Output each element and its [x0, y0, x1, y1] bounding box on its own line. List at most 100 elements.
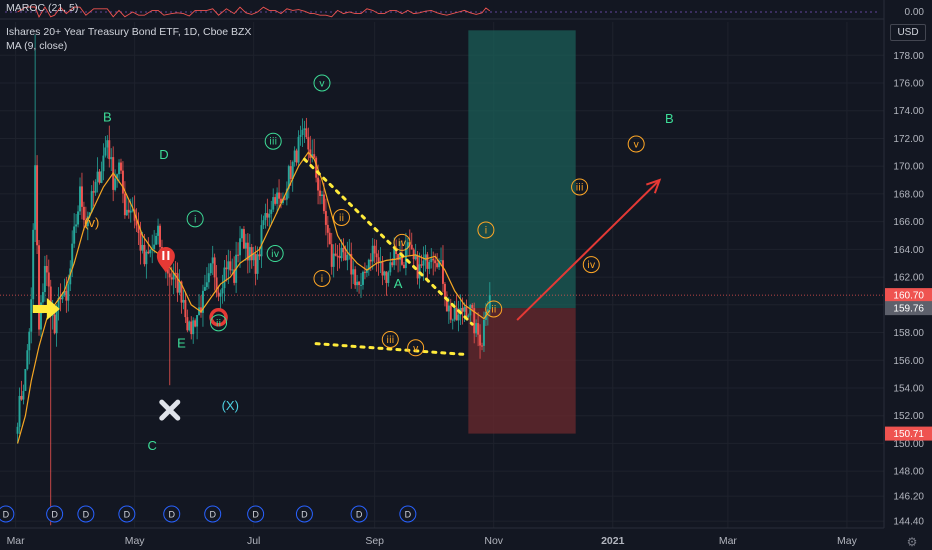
candle-body	[30, 299, 33, 332]
candle	[350, 242, 353, 289]
candle-body	[389, 262, 392, 273]
candle	[174, 261, 177, 288]
candle	[98, 168, 101, 185]
candle	[215, 265, 218, 298]
dividend-marker[interactable]	[0, 505, 15, 523]
candle-body	[170, 277, 173, 280]
indicator-tick-label: 0.00	[905, 7, 925, 18]
candle-body	[309, 149, 312, 158]
candle-body	[88, 212, 91, 217]
map-pin-icon[interactable]	[156, 247, 175, 274]
arrow-right-icon[interactable]	[32, 297, 60, 320]
candle	[475, 319, 478, 338]
candle-body	[176, 273, 179, 293]
candle-body	[77, 211, 80, 225]
price-axis[interactable]: 144.40 146.20 148.00 150.00 152.00 154.00 156.…	[883, 0, 932, 550]
candle	[28, 328, 31, 365]
candle-body	[227, 261, 230, 270]
wave-label-circle	[264, 132, 282, 150]
ring-icon[interactable]	[209, 308, 228, 327]
candle-body	[326, 224, 329, 233]
settings-icon[interactable]: ⚙	[907, 535, 918, 549]
candle-body	[75, 224, 78, 227]
projection-arrow-line[interactable]	[516, 179, 661, 321]
dividend-marker[interactable]	[350, 505, 368, 523]
candle-body	[26, 350, 29, 370]
candle-body	[375, 253, 378, 258]
profit-target-zone[interactable]	[468, 30, 576, 309]
candle	[149, 248, 152, 258]
dividend-marker[interactable]	[118, 505, 136, 523]
candle	[410, 232, 413, 250]
wave-label-circle	[477, 221, 495, 239]
candle	[313, 139, 316, 159]
candle	[225, 255, 228, 282]
candle-body	[43, 266, 46, 293]
candle	[293, 146, 296, 167]
drawings[interactable]	[32, 157, 662, 421]
projection-arrow-head[interactable]	[646, 178, 662, 194]
candle-body	[363, 271, 366, 273]
dividend-marker[interactable]	[46, 505, 64, 523]
wave-label: iv	[398, 238, 407, 249]
candle	[338, 243, 341, 269]
candle	[190, 316, 193, 340]
time-tick-label: 2021	[601, 535, 625, 547]
candle-body	[440, 260, 442, 262]
candle	[77, 205, 80, 228]
dividend-marker[interactable]	[295, 505, 313, 523]
candle	[387, 270, 390, 287]
candle	[270, 200, 273, 224]
candle-body	[469, 304, 472, 316]
candle	[324, 198, 327, 236]
candle-body	[453, 307, 456, 320]
wave-label-circle	[266, 245, 284, 263]
candle	[365, 265, 368, 278]
time-tick-label: May	[837, 535, 858, 547]
symbol-legend[interactable]: Ishares 20+ Year Treasury Bond ETF, 1D, …	[6, 26, 252, 38]
candle	[155, 232, 158, 246]
candle	[241, 228, 243, 242]
candle	[301, 118, 304, 148]
candle-body	[486, 309, 489, 313]
cross-icon[interactable]	[159, 399, 181, 421]
candle-body	[418, 264, 421, 279]
candle	[379, 247, 382, 273]
trendline[interactable]	[302, 157, 474, 326]
candle-body	[262, 220, 265, 226]
candle-body	[313, 154, 316, 158]
candle-body	[307, 137, 310, 150]
candle-body	[211, 257, 214, 264]
dividend-marker[interactable]	[247, 505, 265, 523]
trendline[interactable]	[314, 342, 470, 357]
dividend-marker[interactable]	[77, 505, 95, 523]
dividend-marker-label: D	[3, 510, 10, 520]
dividend-marker[interactable]	[204, 505, 222, 523]
candle	[102, 143, 105, 181]
candle	[219, 289, 222, 310]
wave-label-circle	[186, 210, 204, 228]
candle-body	[55, 309, 58, 334]
currency-badge[interactable]: USD	[890, 24, 926, 41]
dividend-marker[interactable]	[399, 505, 417, 523]
indicator-legend[interactable]: MAROC (21, 5)	[6, 2, 79, 14]
candle-body	[276, 192, 279, 204]
wave-label-circle	[485, 300, 503, 318]
dividend-marker[interactable]	[163, 505, 181, 523]
stop-loss-zone[interactable]	[468, 308, 576, 434]
wave-label: (X)	[222, 398, 239, 413]
candle	[356, 274, 359, 292]
candle-body	[416, 255, 419, 279]
candle	[383, 270, 386, 280]
candle	[57, 287, 60, 321]
ma-legend[interactable]: MA (9, close)	[6, 40, 68, 52]
candle	[438, 258, 441, 270]
candle	[358, 281, 361, 294]
candle-body	[473, 308, 476, 334]
candle-body	[428, 262, 431, 269]
time-axis[interactable]: Mar May Jul Sep Nov 2021 Mar May ⚙	[0, 527, 932, 550]
candle	[477, 312, 480, 347]
